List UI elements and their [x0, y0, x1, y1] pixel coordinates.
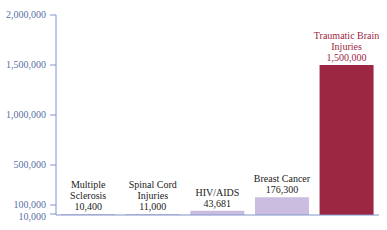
- svg-text:1,000,000: 1,000,000: [8, 109, 46, 120]
- svg-text:1,500,000: 1,500,000: [8, 59, 46, 70]
- svg-text:Breast Cancer176,300: Breast Cancer176,300: [254, 173, 311, 195]
- svg-text:100,000: 100,000: [14, 199, 47, 210]
- svg-text:10,000: 10,000: [19, 211, 47, 222]
- svg-text:500,000: 500,000: [14, 159, 47, 170]
- svg-text:MultipleSclerosis10,400: MultipleSclerosis10,400: [70, 179, 106, 212]
- svg-text:HIV/AIDS43,681: HIV/AIDS43,681: [195, 187, 239, 209]
- svg-text:Traumatic BrainInjuries1,500,0: Traumatic BrainInjuries1,500,000: [314, 30, 379, 63]
- svg-text:Spinal CordInjuries11,000: Spinal CordInjuries11,000: [129, 179, 177, 212]
- svg-text:2,000,000: 2,000,000: [8, 9, 46, 20]
